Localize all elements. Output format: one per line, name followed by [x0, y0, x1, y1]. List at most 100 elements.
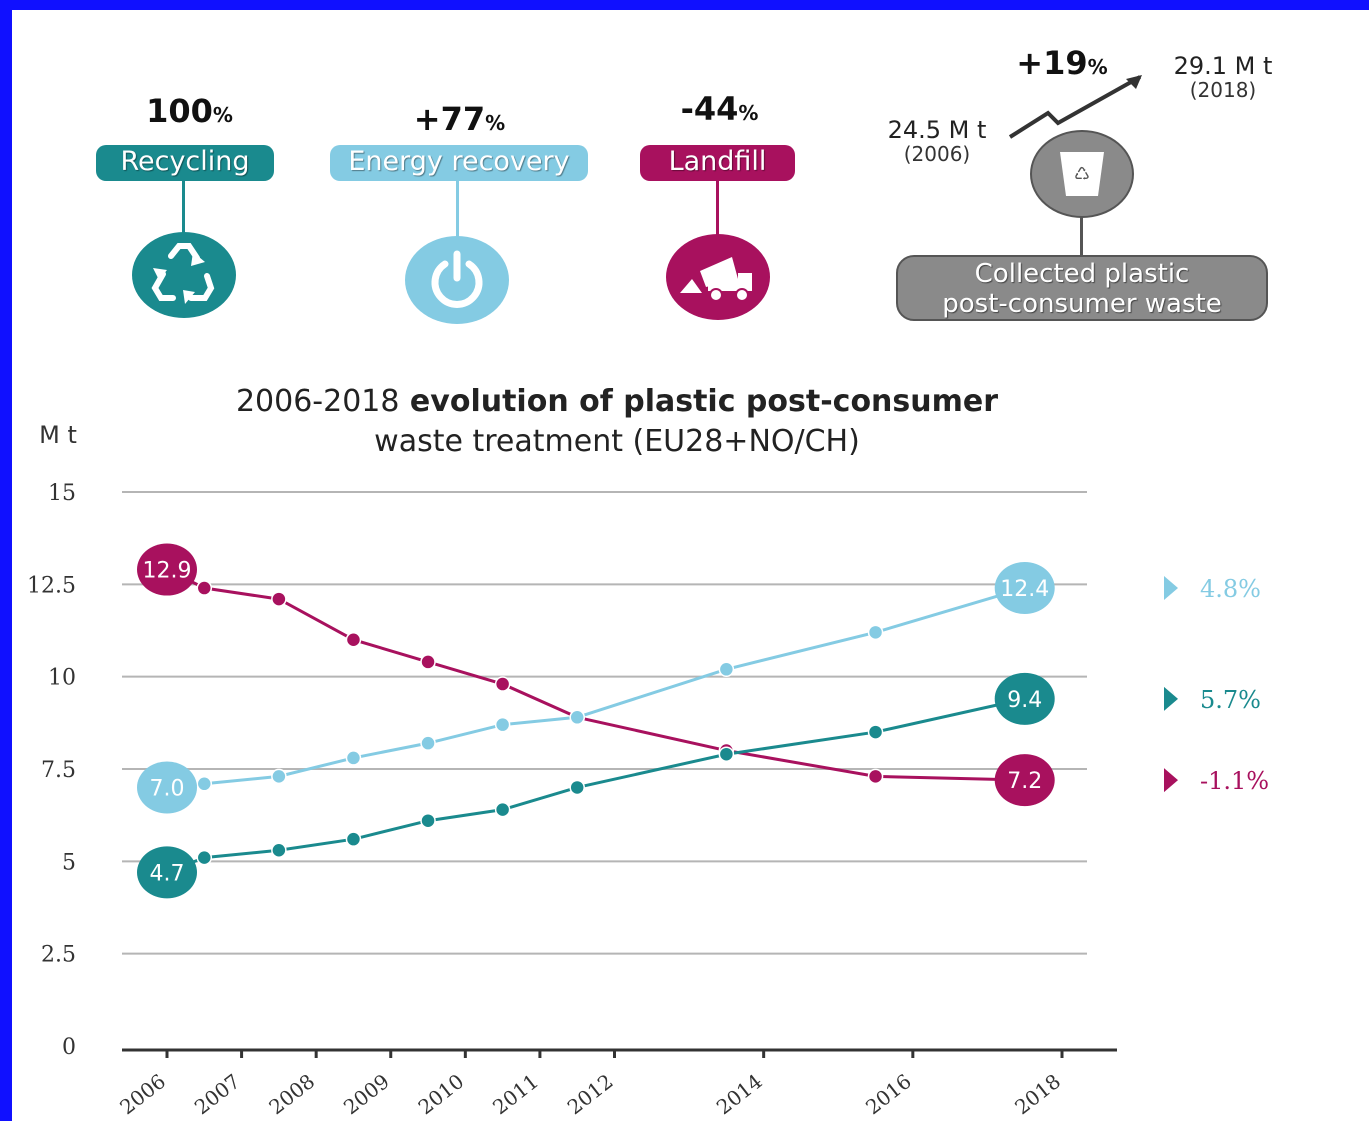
collected-start-year: (2006) [903, 142, 971, 166]
growth-arrow-icon [1008, 75, 1142, 139]
energy-cagr-marker [1164, 576, 1178, 601]
landfill-data-point [196, 580, 213, 596]
collected-waste-pill: Collected plastic post-consumer waste [896, 255, 1268, 321]
x-tick-label: 2010 [414, 1069, 469, 1119]
landfill-data-point [867, 768, 884, 785]
recycling-data-point [345, 831, 362, 847]
energy-data-point [420, 735, 436, 751]
chart-title-years: 2006-2018 [235, 384, 400, 419]
x-tick-label: 2014 [712, 1069, 767, 1119]
x-tick-label: 2011 [488, 1069, 543, 1119]
collected-end-year: (2018) [1189, 78, 1257, 102]
y-tick-label: 15 [48, 481, 76, 506]
collected-label-line1: Collected plastic [974, 259, 1190, 289]
x-tick-label: 2007 [190, 1069, 245, 1119]
landfill-pill: Landfill [640, 145, 795, 181]
collected-growth-unit: % [1087, 55, 1108, 79]
x-tick-label: 2008 [264, 1069, 319, 1119]
y-tick-label: 5 [62, 850, 76, 875]
recycling-pill: Recycling [96, 145, 274, 181]
collected-growth-stat: +19% [1002, 44, 1122, 82]
energy-data-point [867, 624, 884, 641]
landfill-cagr-label: -1.1% [1200, 767, 1269, 795]
energy-pill: Energy recovery [330, 145, 588, 181]
energy-end-bubble [994, 562, 1055, 615]
x-tick-label: 2009 [339, 1069, 394, 1119]
energy-data-point [196, 776, 213, 792]
landfill-stat: -44% [642, 90, 797, 128]
energy-data-point [718, 661, 735, 678]
recycling-stat-unit: % [212, 103, 233, 127]
recycling-data-point [718, 746, 735, 762]
energy-stat-unit: % [485, 111, 506, 135]
recycling-data-point [271, 842, 287, 859]
energy-data-point [569, 709, 585, 726]
x-tick-label: 2006 [115, 1069, 170, 1119]
landfill-data-point [494, 676, 511, 692]
recycling-data-point [867, 724, 884, 740]
collected-start: 24.5 M t (2006) [872, 118, 1002, 166]
landfill-connector [716, 181, 719, 236]
recycling-data-point [494, 801, 511, 818]
energy-stat: +77% [382, 100, 537, 138]
landfill-data-point [420, 654, 436, 670]
y-tick-label: 10 [48, 666, 76, 691]
x-tick-label: 2018 [1010, 1069, 1065, 1119]
x-tick-label: 2016 [861, 1069, 916, 1119]
y-tick-label: 7.5 [41, 758, 76, 783]
recycling-cagr-label: 5.7% [1200, 686, 1261, 714]
landfill-data-point [271, 591, 287, 607]
energy-series-line [166, 586, 1026, 789]
x-tick-label: 2012 [563, 1069, 618, 1119]
landfill-end-bubble [994, 754, 1055, 807]
landfill-start-label: 12.9 [143, 559, 192, 584]
dump-truck-icon [666, 234, 770, 320]
collected-connector [1080, 216, 1083, 256]
landfill-end-label: 7.2 [1007, 769, 1042, 794]
chart-title: 2006-2018 evolution of plastic post-cons… [152, 382, 1082, 462]
energy-data-point [345, 750, 362, 766]
recycling-data-point [196, 849, 213, 866]
collected-growth-value: +19 [1016, 44, 1088, 82]
landfill-data-point [345, 631, 362, 648]
recycling-data-point [569, 779, 585, 796]
landfill-start-bubble [137, 543, 197, 596]
y-tick-label: 0 [62, 1035, 76, 1060]
collected-start-value: 24.5 M t [887, 116, 987, 144]
recycling-data-point [420, 812, 436, 829]
power-icon [405, 236, 509, 324]
recycling-series-line [166, 697, 1026, 874]
landfill-stat-unit: % [738, 101, 759, 125]
collected-label-line2: post-consumer waste [942, 289, 1222, 319]
energy-data-point [494, 716, 511, 733]
recycling-connector [182, 181, 185, 234]
energy-data-point [271, 768, 287, 785]
energy-cagr-label: 4.8% [1200, 575, 1261, 603]
chart-title-line2: waste treatment (EU28+NO/CH) [374, 424, 860, 459]
y-axis-label: M t [39, 421, 77, 449]
energy-connector [456, 181, 459, 238]
recycling-cagr-marker [1164, 686, 1178, 711]
recycling-end-bubble [994, 672, 1055, 725]
collected-end-value: 29.1 M t [1173, 52, 1273, 80]
svg-text:♺: ♺ [1074, 164, 1090, 185]
energy-start-label: 7.0 [150, 776, 185, 801]
recycle-bin-icon: ♺ [1030, 130, 1134, 218]
collected-end: 29.1 M t (2018) [1158, 54, 1288, 102]
landfill-cagr-marker [1164, 768, 1178, 793]
recycling-start-bubble [137, 846, 197, 899]
y-tick-label: 2.5 [41, 943, 76, 968]
landfill-stat-value: -44 [680, 90, 739, 128]
y-tick-label: 12.5 [27, 573, 76, 598]
energy-end-label: 12.4 [1000, 577, 1049, 602]
recycling-start-label: 4.7 [150, 861, 185, 886]
energy-stat-value: +77 [413, 100, 486, 138]
recycling-stat: 100% [112, 92, 267, 130]
landfill-series-line [166, 568, 1025, 782]
recycling-stat-value: 100 [146, 92, 213, 130]
recycling-icon [132, 232, 236, 318]
chart-title-main: evolution of plastic post-consumer [399, 384, 999, 419]
recycling-end-label: 9.4 [1007, 688, 1042, 713]
line-chart: M t 0 2.5 5 7.5 10 12.5 15 2006 2007 2008 2009 2010 2… [27, 421, 1269, 1119]
energy-start-bubble [137, 761, 197, 814]
